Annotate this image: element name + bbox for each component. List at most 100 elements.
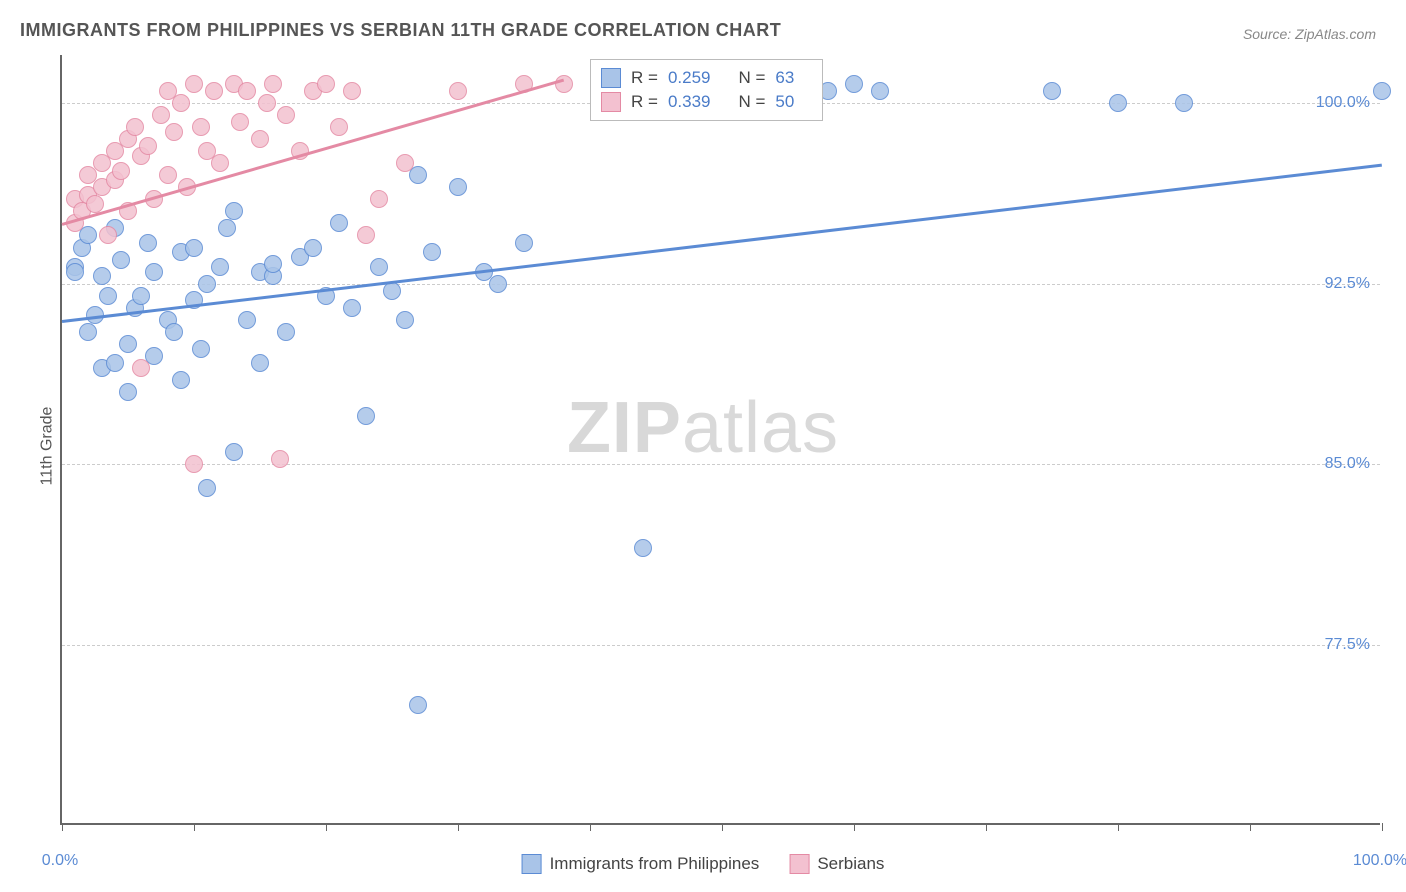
scatter-point	[112, 162, 130, 180]
scatter-point	[264, 255, 282, 273]
stats-r-value: 0.339	[668, 92, 711, 112]
scatter-point	[205, 82, 223, 100]
stats-box: R = 0.259 N = 63R = 0.339N = 50	[590, 59, 823, 121]
x-tick	[62, 823, 63, 831]
x-tick-label: 0.0%	[42, 852, 78, 870]
scatter-point	[119, 335, 137, 353]
scatter-point	[192, 118, 210, 136]
scatter-point	[79, 323, 97, 341]
scatter-point	[1373, 82, 1391, 100]
scatter-point	[357, 226, 375, 244]
scatter-point	[634, 539, 652, 557]
gridline	[62, 284, 1380, 285]
scatter-point	[1043, 82, 1061, 100]
scatter-point	[258, 94, 276, 112]
scatter-point	[165, 323, 183, 341]
bottom-legend: Immigrants from Philippines Serbians	[522, 854, 885, 874]
scatter-point	[126, 118, 144, 136]
scatter-point	[1175, 94, 1193, 112]
scatter-point	[555, 75, 573, 93]
legend-item: Serbians	[789, 854, 884, 874]
scatter-point	[225, 202, 243, 220]
scatter-point	[132, 287, 150, 305]
scatter-point	[317, 75, 335, 93]
scatter-point	[185, 239, 203, 257]
stats-row: R = 0.259 N = 63	[601, 66, 812, 90]
stats-n-label: N =	[738, 68, 765, 88]
scatter-point	[185, 75, 203, 93]
scatter-point	[185, 455, 203, 473]
scatter-point	[198, 479, 216, 497]
x-tick	[986, 823, 987, 831]
chart-title: IMMIGRANTS FROM PHILIPPINES VS SERBIAN 1…	[20, 20, 781, 41]
scatter-point	[396, 311, 414, 329]
scatter-point	[211, 154, 229, 172]
x-tick	[326, 823, 327, 831]
scatter-point	[139, 234, 157, 252]
gridline	[62, 464, 1380, 465]
x-tick	[194, 823, 195, 831]
scatter-point	[225, 443, 243, 461]
legend-swatch	[522, 854, 542, 874]
scatter-point	[423, 243, 441, 261]
scatter-point	[251, 130, 269, 148]
scatter-point	[145, 263, 163, 281]
scatter-point	[271, 450, 289, 468]
x-tick	[854, 823, 855, 831]
scatter-point	[198, 275, 216, 293]
scatter-point	[330, 118, 348, 136]
scatter-point	[330, 214, 348, 232]
x-tick-label: 100.0%	[1353, 852, 1406, 870]
scatter-point	[99, 226, 117, 244]
scatter-point	[139, 137, 157, 155]
trend-line	[62, 163, 1382, 322]
scatter-point	[172, 371, 190, 389]
source-label: Source: ZipAtlas.com	[1243, 26, 1376, 42]
scatter-point	[165, 123, 183, 141]
stats-r-label: R =	[631, 68, 658, 88]
scatter-point	[343, 299, 361, 317]
scatter-point	[251, 354, 269, 372]
scatter-point	[99, 287, 117, 305]
legend-label: Serbians	[817, 854, 884, 874]
legend-swatch	[601, 68, 621, 88]
legend-swatch	[601, 92, 621, 112]
stats-r-value: 0.259	[668, 68, 711, 88]
y-axis-label: 11th Grade	[38, 407, 56, 486]
scatter-point	[211, 258, 229, 276]
scatter-point	[871, 82, 889, 100]
stats-row: R = 0.339N = 50	[601, 90, 812, 114]
scatter-point	[489, 275, 507, 293]
scatter-point	[304, 239, 322, 257]
scatter-point	[106, 354, 124, 372]
scatter-point	[112, 251, 130, 269]
plot-area: 77.5%85.0%92.5%100.0%R = 0.259N = 63R = …	[60, 55, 1380, 825]
scatter-point	[370, 190, 388, 208]
y-tick-label: 92.5%	[1325, 275, 1370, 293]
scatter-point	[383, 282, 401, 300]
scatter-point	[515, 234, 533, 252]
stats-n-value: 50	[775, 92, 794, 112]
scatter-point	[218, 219, 236, 237]
scatter-point	[119, 383, 137, 401]
scatter-point	[409, 696, 427, 714]
x-tick	[1382, 823, 1383, 831]
scatter-point	[845, 75, 863, 93]
stats-n-value: 63	[775, 68, 794, 88]
scatter-point	[192, 340, 210, 358]
legend-item: Immigrants from Philippines	[522, 854, 760, 874]
x-tick	[458, 823, 459, 831]
scatter-point	[357, 407, 375, 425]
gridline	[62, 645, 1380, 646]
scatter-point	[396, 154, 414, 172]
scatter-point	[343, 82, 361, 100]
x-tick	[1250, 823, 1251, 831]
y-tick-label: 100.0%	[1316, 94, 1370, 112]
stats-r-label: R =	[631, 92, 658, 112]
scatter-point	[277, 323, 295, 341]
scatter-point	[449, 178, 467, 196]
scatter-point	[277, 106, 295, 124]
legend-label: Immigrants from Philippines	[550, 854, 760, 874]
scatter-point	[172, 94, 190, 112]
scatter-point	[66, 263, 84, 281]
